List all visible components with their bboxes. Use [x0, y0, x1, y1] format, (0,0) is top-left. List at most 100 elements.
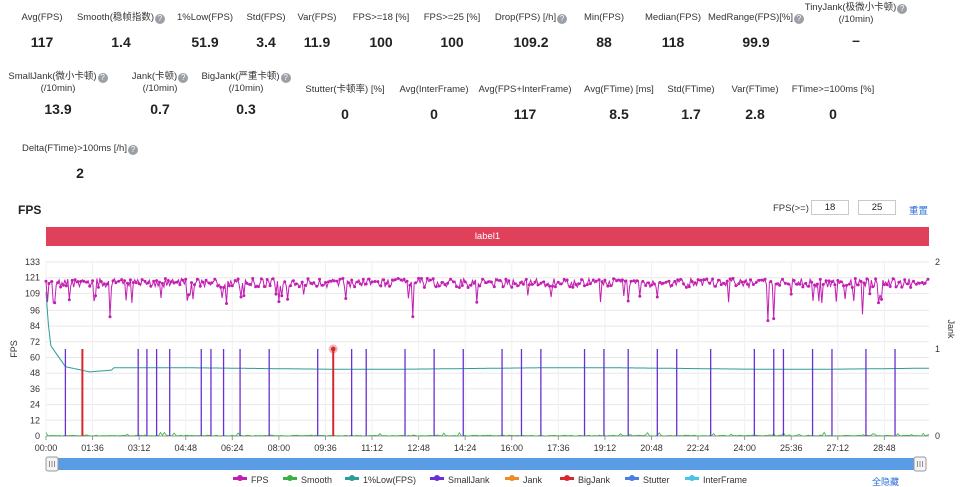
fps-point [699, 278, 703, 282]
stat-value: 99.9 [742, 34, 770, 50]
fps-point [737, 282, 741, 286]
stat-avg-fps-interframe: Avg(FPS+InterFrame) 117 [465, 84, 585, 122]
fps-point [91, 279, 95, 283]
help-icon[interactable]: ? [127, 145, 138, 155]
stat-label-text: BigJank(严重卡顿) [201, 71, 280, 82]
fps-point [402, 277, 406, 281]
legend-item-jank[interactable]: Jank [505, 475, 542, 486]
fps-point [833, 283, 837, 287]
fps-point [527, 283, 531, 287]
help-icon[interactable]: ? [178, 73, 189, 83]
fps-point [367, 277, 371, 281]
fps-point [626, 299, 630, 303]
stat-label-unit: (/10min) [228, 83, 264, 94]
x-tick-label: 06:24 [221, 443, 244, 453]
fps-point [172, 281, 176, 285]
stat-value: 100 [440, 34, 464, 50]
stat-label: BigJank(严重卡顿)? [186, 71, 306, 83]
hide-all-button[interactable]: 全隐藏 [872, 477, 900, 487]
fps-point [845, 283, 848, 287]
x-tick-label: 20:48 [640, 443, 663, 453]
reset-button[interactable]: 重置 [909, 206, 929, 217]
chart-range-slider[interactable] [45, 456, 927, 472]
stat-label: TinyJank(极微小卡顿)? [796, 2, 916, 14]
stat-std-ftime: Std(FTime) 1.7 [631, 84, 751, 122]
fps-point [466, 286, 470, 289]
fps-point [329, 279, 333, 283]
fps-point [597, 278, 601, 282]
x-tick-label: 27:12 [827, 443, 850, 453]
legend-label: SmallJank [448, 475, 490, 485]
stat-smooth: Smooth(稳帧指数)? 1.4 [61, 12, 181, 50]
stat-ftime-100ms: FTime>=100ms [%] 0 [773, 84, 893, 122]
stat-label-text: Var(FTime) [731, 84, 779, 95]
fps-point [798, 282, 802, 286]
fps-point [792, 279, 796, 282]
fps-point [85, 280, 89, 284]
fps-point [722, 282, 726, 285]
fps-point [437, 284, 441, 288]
fps-point [521, 282, 525, 286]
stat-label: Avg(FPS+InterFrame) [465, 84, 585, 96]
label-band[interactable]: label1 [46, 227, 929, 246]
help-icon[interactable]: ? [557, 14, 568, 24]
stat-label-text: Min(FPS) [583, 12, 625, 23]
fps-point [335, 279, 339, 283]
fps-point [376, 280, 380, 284]
stat-label-text: Avg(FPS) [21, 12, 63, 23]
fps-point [842, 284, 846, 288]
stat-value: 100 [369, 34, 393, 50]
fps-point [888, 285, 892, 288]
fps-point [131, 281, 135, 284]
fps-point [449, 277, 453, 281]
help-icon[interactable]: ? [897, 4, 908, 14]
fps-point [454, 285, 458, 288]
legend-item-1-low-fps[interactable]: 1%Low(FPS) [345, 475, 416, 486]
fps-point [181, 278, 185, 282]
legend-item-stutter[interactable]: Stutter [625, 475, 670, 486]
fps-point [885, 283, 889, 287]
fps-point [50, 280, 54, 283]
stat-label: SmallJank(微小卡顿)? [0, 71, 118, 83]
bigjank-marker-halo [328, 344, 338, 354]
fps-point [463, 280, 467, 284]
legend-item-smalljank[interactable]: SmallJank [430, 475, 490, 486]
fps-point [545, 283, 549, 287]
help-icon[interactable]: ? [280, 73, 291, 83]
fps-point [56, 281, 60, 285]
series-1pct-low-line [45, 292, 929, 373]
legend-item-interframe[interactable]: InterFrame [685, 475, 747, 486]
y2-axis-label: Jank [946, 319, 956, 339]
fps-point [64, 284, 68, 288]
fps-point [795, 282, 799, 286]
fps-point [434, 285, 438, 289]
legend-item-smooth[interactable]: Smooth [283, 475, 332, 486]
legend-swatch-icon [625, 475, 639, 481]
stat-delta-ftime-100ms-h: Delta(FTime)>100ms [/h]? 2 [20, 143, 140, 181]
fps-point [862, 281, 866, 285]
fps-point [818, 277, 822, 281]
fps-point [487, 280, 490, 284]
help-icon[interactable]: ? [97, 73, 108, 83]
help-icon[interactable]: ? [155, 14, 166, 24]
y-tick-label: 96 [30, 305, 40, 315]
fps-point [591, 278, 595, 282]
fps-point [781, 277, 784, 281]
fps-point [431, 277, 435, 281]
fps-threshold-input-2[interactable] [858, 200, 896, 215]
stat-label: Delta(FTime)>100ms [/h]? [20, 143, 140, 155]
legend-item-fps[interactable]: FPS [233, 475, 269, 486]
fps-point [405, 279, 409, 283]
fps-point [262, 285, 266, 288]
fps-point [475, 300, 479, 304]
stat-value: 2 [76, 165, 84, 181]
series-smooth-line [45, 431, 930, 437]
fps-point [920, 281, 924, 284]
fps-threshold-input-1[interactable] [811, 200, 849, 215]
fps-point [166, 279, 170, 282]
fps-point [382, 278, 386, 282]
fps-point [516, 284, 520, 288]
help-icon[interactable]: ? [794, 14, 804, 24]
legend-item-bigjank[interactable]: BigJank [560, 475, 610, 486]
fps-point [478, 284, 482, 288]
